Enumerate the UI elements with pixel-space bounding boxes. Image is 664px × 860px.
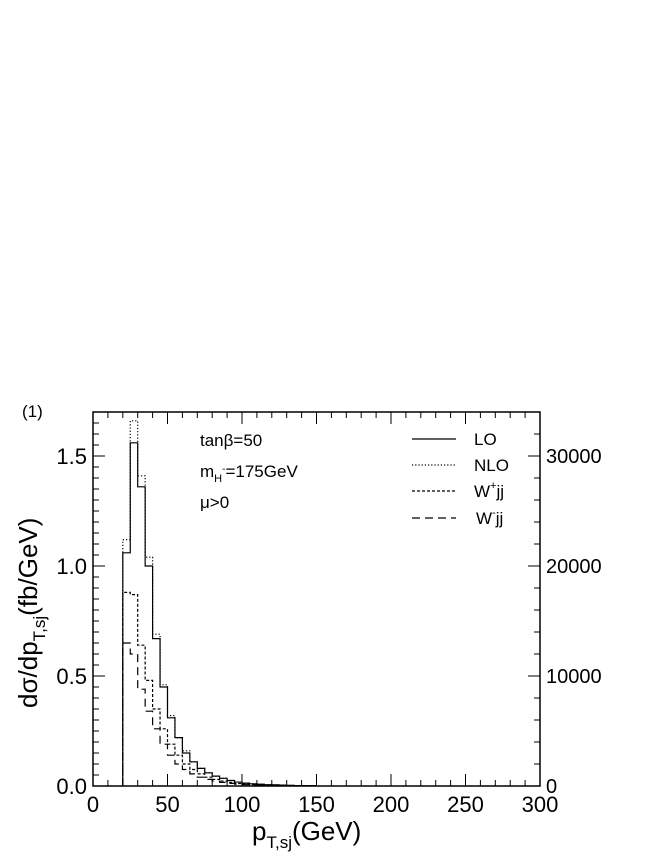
legend-label-nlo: NLO — [474, 456, 509, 475]
x-tick-label: 300 — [522, 792, 559, 817]
series-layer — [122, 420, 317, 787]
legend: LO NLO W+jj W-jj — [412, 430, 509, 528]
annotation-tanbeta: tanβ=50 — [200, 431, 262, 450]
x-tick-label: 250 — [447, 792, 484, 817]
y-left-tick-label: 0.0 — [56, 774, 87, 799]
series-nlo-1-path — [122, 420, 317, 787]
y-axis-label: dσ/dpT,sj(fb/GeV) — [13, 518, 49, 708]
annotation-mu: μ>0 — [200, 493, 229, 512]
series-wjj-2-path — [122, 591, 317, 787]
x-tick-label: 100 — [224, 792, 261, 817]
annotation-block: tanβ=50 mH-=175GeV μ>0 — [200, 431, 298, 512]
y-right-tick-label: 0 — [546, 776, 557, 798]
axis-ticks: 0 50 100 150 200 250 300 0.0 0.5 1.0 1.5 0 10000 2000… — [56, 411, 602, 817]
legend-label-wminus: W-jj — [476, 507, 503, 528]
y-left-tick-label: 1.5 — [56, 444, 87, 469]
legend-label-wplus: W+jj — [474, 480, 504, 501]
legend-label-lo: LO — [474, 430, 497, 449]
x-tick-label: 50 — [155, 792, 179, 817]
series-wjj-3-path — [122, 642, 317, 787]
y-right-tick-label: 10000 — [546, 666, 602, 688]
x-tick-label: 200 — [373, 792, 410, 817]
y-right-tick-label: 20000 — [546, 556, 602, 578]
x-tick-label: 150 — [298, 792, 335, 817]
y-left-tick-label: 1.0 — [56, 554, 87, 579]
x-axis-label: pT,sj(GeV) — [252, 816, 361, 852]
y-right-tick-label: 30000 — [546, 446, 602, 468]
annotation-mass: mH-=175GeV — [200, 462, 298, 485]
panel-label: (1) — [22, 402, 43, 421]
x-tick-label: 0 — [87, 792, 99, 817]
y-left-tick-label: 0.5 — [56, 664, 87, 689]
